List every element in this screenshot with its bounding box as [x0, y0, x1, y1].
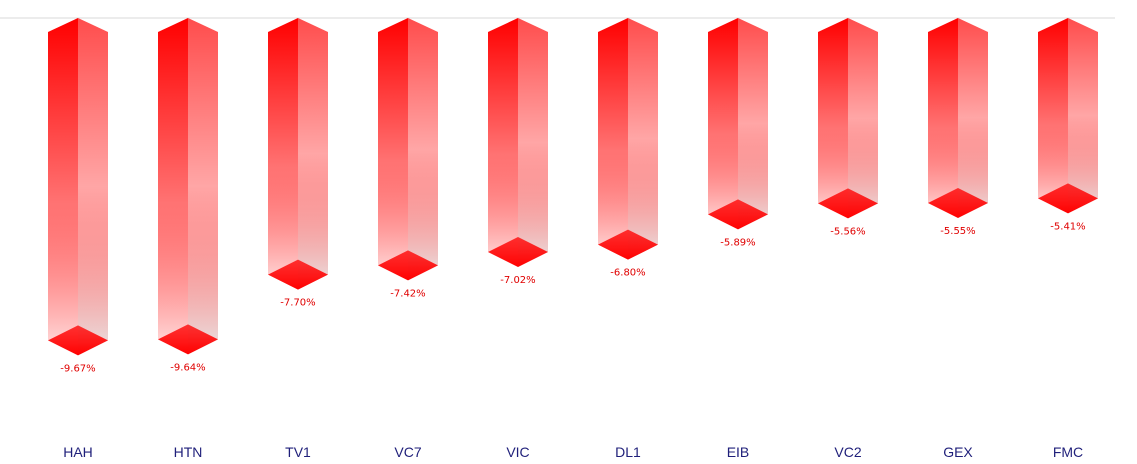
- bar-front: [488, 18, 518, 267]
- x-tick-label: HAH: [63, 444, 93, 460]
- bar-front: [818, 18, 848, 219]
- bar-front: [928, 18, 958, 218]
- bar-side: [518, 18, 548, 267]
- x-tick-label: DL1: [615, 444, 641, 460]
- x-tick-label: VIC: [506, 444, 529, 460]
- bar-base: [1038, 183, 1098, 214]
- value-label: -9.67%: [60, 363, 95, 374]
- bar: [598, 18, 658, 260]
- bar-side: [628, 18, 658, 260]
- value-label: -5.41%: [1050, 221, 1085, 232]
- bar-base: [158, 324, 218, 355]
- bar-side: [408, 18, 438, 281]
- x-tick-label: GEX: [943, 444, 973, 460]
- x-tick-label: TV1: [285, 444, 311, 460]
- value-label: -9.64%: [170, 362, 205, 373]
- bar-side: [848, 18, 878, 219]
- bar-base: [48, 325, 108, 356]
- bar-front: [158, 18, 188, 355]
- bar-front: [598, 18, 628, 260]
- bar-base: [378, 250, 438, 281]
- bar: [488, 18, 548, 267]
- x-tick-label: HTN: [174, 444, 203, 460]
- bar: [48, 18, 108, 356]
- x-tick-label: EIB: [727, 444, 750, 460]
- bar: [268, 18, 328, 290]
- bar-side: [78, 18, 108, 356]
- bar-front: [48, 18, 78, 356]
- bar-side: [958, 18, 988, 218]
- bar: [378, 18, 438, 281]
- bar-base: [268, 259, 328, 290]
- bar-side: [298, 18, 328, 290]
- bar: [928, 18, 988, 218]
- bar-side: [1068, 18, 1098, 214]
- bar-base: [488, 237, 548, 267]
- x-tick-label: FMC: [1053, 444, 1083, 460]
- bar-front: [378, 18, 408, 281]
- bar-front: [268, 18, 298, 290]
- bar: [708, 18, 768, 230]
- bar-base: [818, 188, 878, 219]
- bar-side: [188, 18, 218, 355]
- bar-base: [928, 188, 988, 218]
- bar: [158, 18, 218, 355]
- bar-base: [708, 199, 768, 230]
- value-label: -5.89%: [720, 237, 755, 248]
- bar: [818, 18, 878, 219]
- value-label: -5.56%: [830, 226, 865, 237]
- x-tick-label: VC2: [834, 444, 861, 460]
- bar-side: [738, 18, 768, 230]
- value-label: -6.80%: [610, 268, 645, 279]
- bar-front: [708, 18, 738, 230]
- bar: [1038, 18, 1098, 214]
- bar-front: [1038, 18, 1068, 214]
- value-label: -7.42%: [390, 288, 425, 299]
- value-label: -7.70%: [280, 298, 315, 309]
- value-label: -7.02%: [500, 275, 535, 286]
- value-label: -5.55%: [940, 226, 975, 237]
- bar-base: [598, 229, 658, 260]
- x-tick-label: VC7: [394, 444, 421, 460]
